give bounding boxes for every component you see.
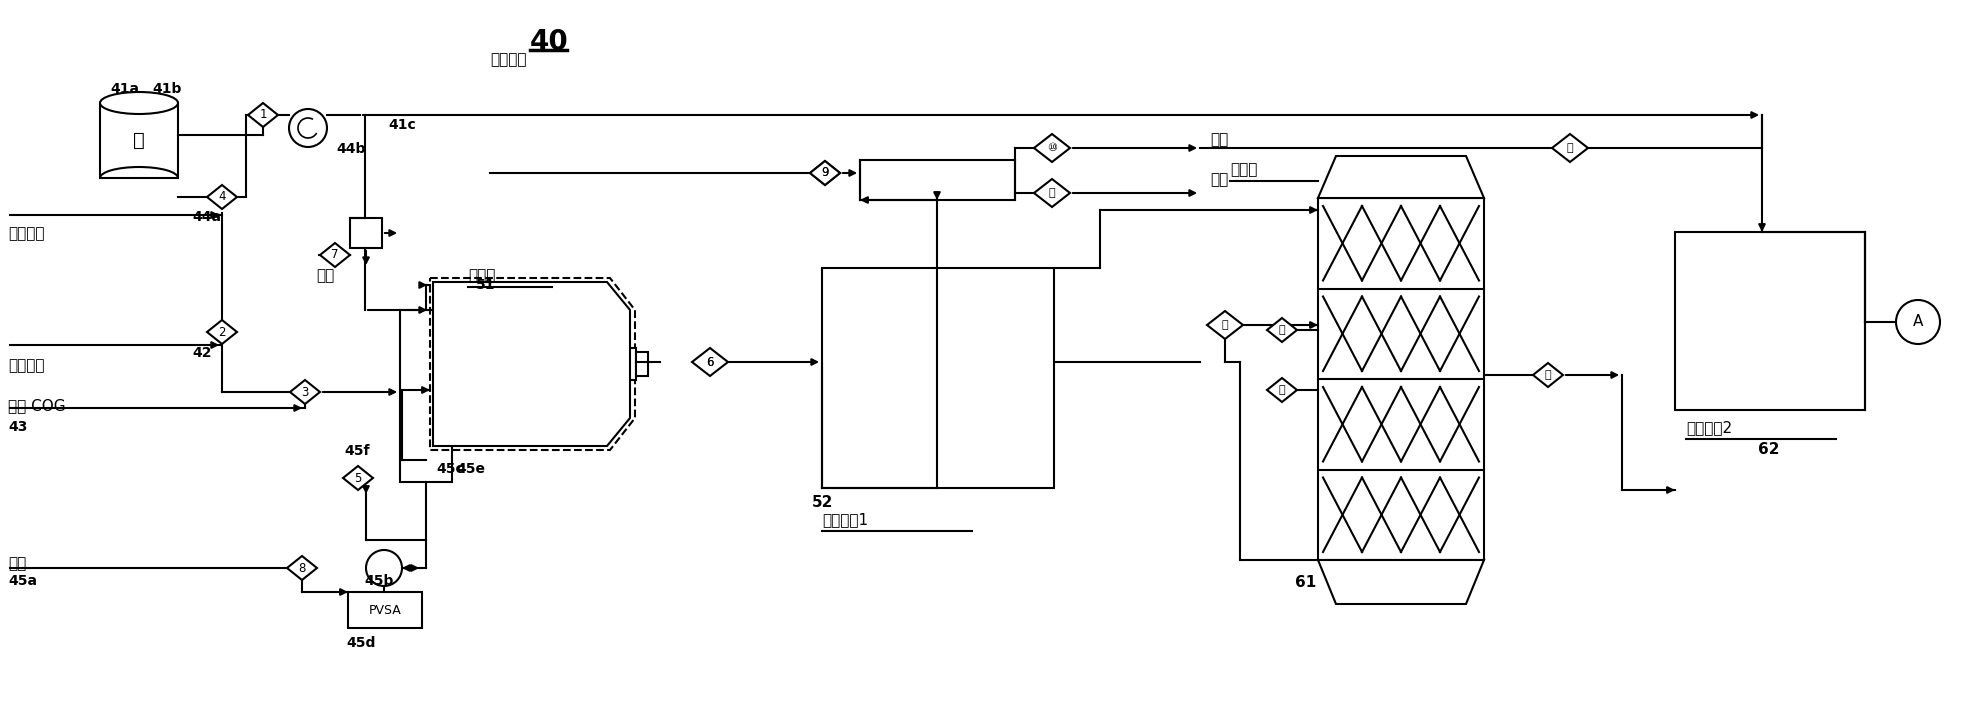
Text: 脱硫废液: 脱硫废液 bbox=[8, 358, 45, 373]
Text: A: A bbox=[1913, 314, 1923, 329]
Polygon shape bbox=[695, 350, 726, 374]
Text: ⑬: ⑬ bbox=[1279, 325, 1285, 335]
Text: 3: 3 bbox=[302, 385, 308, 399]
Text: 6: 6 bbox=[706, 355, 714, 369]
Circle shape bbox=[367, 550, 402, 586]
Text: 51: 51 bbox=[477, 278, 496, 292]
Bar bbox=[400, 310, 451, 482]
Text: 4: 4 bbox=[218, 190, 226, 204]
Text: 43: 43 bbox=[8, 420, 27, 434]
Text: ⑪: ⑪ bbox=[1048, 188, 1056, 198]
Polygon shape bbox=[290, 380, 320, 404]
Text: 精制 COG: 精制 COG bbox=[8, 398, 65, 413]
Text: 2: 2 bbox=[218, 326, 226, 338]
Polygon shape bbox=[434, 282, 630, 446]
Text: ⑭: ⑭ bbox=[1279, 385, 1285, 395]
Polygon shape bbox=[1318, 560, 1483, 604]
Polygon shape bbox=[247, 103, 279, 127]
Circle shape bbox=[288, 109, 328, 147]
Bar bbox=[347, 592, 422, 628]
Text: 蒸气: 蒸气 bbox=[1211, 132, 1228, 147]
Text: ⑫: ⑫ bbox=[1222, 320, 1228, 330]
Bar bbox=[822, 268, 1054, 488]
Text: 45a: 45a bbox=[8, 574, 37, 588]
Polygon shape bbox=[1318, 156, 1483, 198]
Text: 44a: 44a bbox=[192, 210, 222, 224]
Text: 转化器: 转化器 bbox=[1230, 162, 1258, 177]
Polygon shape bbox=[1267, 318, 1297, 342]
Text: ⑮: ⑮ bbox=[1544, 370, 1552, 380]
Text: 废热锅炉2: 废热锅炉2 bbox=[1685, 420, 1732, 435]
Text: 6: 6 bbox=[706, 355, 714, 369]
Text: 42: 42 bbox=[192, 346, 212, 360]
Text: 41a: 41a bbox=[110, 82, 139, 96]
Polygon shape bbox=[810, 161, 840, 185]
Text: 45e: 45e bbox=[455, 462, 485, 476]
Text: 燃烧炉: 燃烧炉 bbox=[469, 268, 494, 283]
Text: 锅炉给水: 锅炉给水 bbox=[490, 52, 526, 67]
Text: 1: 1 bbox=[259, 109, 267, 121]
Polygon shape bbox=[208, 185, 237, 209]
Text: 7: 7 bbox=[332, 249, 339, 262]
Text: 硫: 硫 bbox=[133, 131, 145, 150]
Text: 52: 52 bbox=[812, 495, 834, 510]
Text: 8: 8 bbox=[298, 562, 306, 574]
Bar bbox=[859, 160, 1014, 200]
Text: 45f: 45f bbox=[343, 444, 369, 458]
Text: 废热锅炉1: 废热锅炉1 bbox=[822, 512, 867, 527]
Text: 62: 62 bbox=[1758, 442, 1780, 457]
Text: 45c: 45c bbox=[436, 462, 463, 476]
Polygon shape bbox=[693, 348, 728, 376]
Polygon shape bbox=[1207, 311, 1244, 339]
Polygon shape bbox=[1532, 363, 1564, 387]
Text: 5: 5 bbox=[355, 472, 361, 484]
Polygon shape bbox=[343, 466, 373, 490]
Ellipse shape bbox=[100, 92, 179, 114]
Text: 蒸气: 蒸气 bbox=[316, 268, 334, 283]
Text: 61: 61 bbox=[1295, 575, 1317, 590]
Text: 44b: 44b bbox=[336, 142, 365, 156]
Text: 9: 9 bbox=[822, 166, 828, 180]
Text: 9: 9 bbox=[822, 166, 828, 180]
Bar bbox=[100, 103, 179, 178]
Text: ⑰: ⑰ bbox=[1568, 143, 1574, 153]
Polygon shape bbox=[320, 243, 349, 267]
Text: 压缩空气: 压缩空气 bbox=[8, 226, 45, 241]
Text: 45d: 45d bbox=[345, 636, 375, 650]
Text: PVSA: PVSA bbox=[369, 604, 402, 616]
Polygon shape bbox=[1552, 134, 1587, 162]
Text: 45b: 45b bbox=[365, 574, 392, 588]
Circle shape bbox=[1895, 300, 1940, 344]
Polygon shape bbox=[810, 161, 840, 185]
Text: 排放: 排放 bbox=[1211, 172, 1228, 187]
Text: ⑩: ⑩ bbox=[1048, 143, 1058, 153]
Bar bbox=[636, 352, 647, 376]
Polygon shape bbox=[1034, 179, 1069, 207]
Bar bbox=[349, 218, 383, 248]
Text: 41b: 41b bbox=[151, 82, 181, 96]
Text: 41c: 41c bbox=[388, 118, 416, 132]
Polygon shape bbox=[1267, 378, 1297, 402]
Polygon shape bbox=[1034, 134, 1069, 162]
Bar bbox=[1318, 198, 1483, 560]
Bar bbox=[614, 348, 636, 380]
Text: 空气: 空气 bbox=[8, 556, 26, 571]
Bar bbox=[1676, 232, 1866, 410]
Polygon shape bbox=[208, 320, 237, 344]
Polygon shape bbox=[286, 556, 318, 580]
Text: 40: 40 bbox=[530, 28, 569, 56]
